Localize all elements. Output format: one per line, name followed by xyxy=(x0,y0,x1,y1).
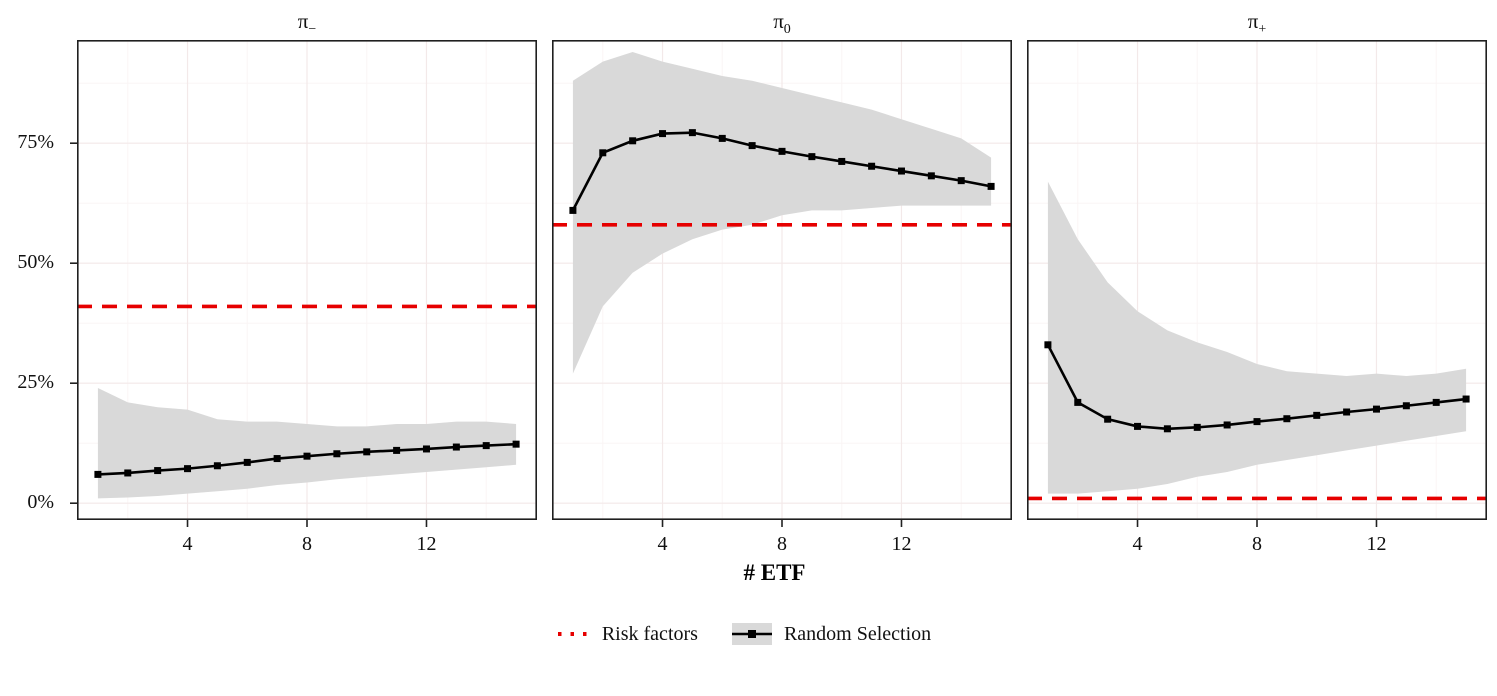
svg-text:12: 12 xyxy=(891,533,911,555)
svg-text:4: 4 xyxy=(658,533,668,555)
facet-title-base: π xyxy=(773,9,784,33)
facet-title-pi-zero: π0 xyxy=(552,8,1012,40)
risk-factors-key-icon xyxy=(557,632,590,636)
legend-item-risk-factors: Risk factors xyxy=(556,623,698,646)
facet-title-sub: 0 xyxy=(783,22,791,38)
y-tick-label: 50% xyxy=(17,251,54,274)
facet-title-pi-plus: π+ xyxy=(1027,8,1487,40)
facet-title-sub: + xyxy=(1258,22,1267,38)
panel-pi-minus: 4 8 12 xyxy=(70,40,537,555)
facet-pi-plus: π+ 4 8 12 xyxy=(1027,8,1487,555)
facet-title-base: π xyxy=(297,9,309,33)
facet-title-sub: − xyxy=(308,22,317,38)
chart-area: 0% 25% 50% 75% π− 4 8 12 π0 4 8 12 π+ 4 8 12 xyxy=(0,8,1487,555)
random-selection-key-icon xyxy=(731,623,772,645)
y-tick-label: 75% xyxy=(17,131,54,154)
panel-pi-plus: 4 8 12 xyxy=(1027,40,1487,555)
legend-label-random-selection: Random Selection xyxy=(783,622,932,645)
facet-pi-minus: π− 4 8 12 xyxy=(70,8,537,555)
x-axis-label: # ETF xyxy=(743,560,806,585)
svg-text:4: 4 xyxy=(183,533,193,555)
facet-title-pi-minus: π− xyxy=(77,8,537,40)
svg-text:12: 12 xyxy=(416,533,436,555)
y-tick-label: 25% xyxy=(17,371,54,394)
legend-item-random-selection: Random Selection xyxy=(731,622,932,646)
svg-text:8: 8 xyxy=(1252,533,1262,555)
svg-text:4: 4 xyxy=(1133,533,1143,555)
svg-text:8: 8 xyxy=(777,533,787,555)
svg-text:8: 8 xyxy=(302,533,312,555)
facet-title-base: π xyxy=(1247,9,1259,33)
facet-pi-zero: π0 4 8 12 xyxy=(552,8,1012,555)
y-axis: 0% 25% 50% 75% xyxy=(0,8,62,520)
legend: Risk factors Random Selection xyxy=(0,622,1487,646)
panel-pi-zero: 4 8 12 xyxy=(552,40,1012,555)
svg-text:12: 12 xyxy=(1366,533,1386,555)
legend-label-risk-factors: Risk factors xyxy=(601,622,698,645)
y-tick-label: 0% xyxy=(27,491,54,514)
